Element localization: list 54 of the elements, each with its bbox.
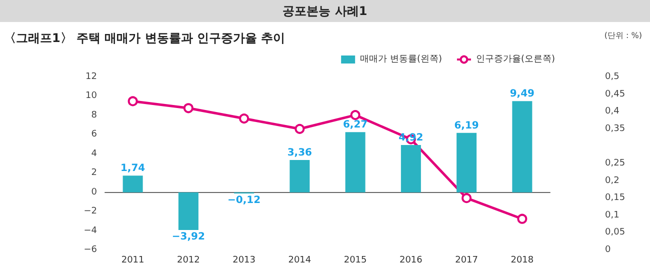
y-tick-label: 6	[91, 130, 98, 140]
x-tick-label: 2016	[399, 256, 423, 265]
y2-tick-label: 0,35	[605, 124, 626, 134]
y-tick-label: −2	[84, 206, 97, 217]
bar	[178, 192, 198, 230]
legend-label: 매매가 변동률(왼쪽)	[360, 54, 442, 64]
bar	[122, 176, 143, 192]
y-tick-label: −6	[84, 245, 98, 255]
x-tick-label: 2013	[232, 256, 256, 265]
point	[350, 110, 360, 120]
point	[183, 103, 194, 114]
data-label: 9,49	[510, 88, 535, 100]
y2-tick-label: 0,25	[605, 158, 626, 168]
text: (단위 : %)	[604, 30, 642, 41]
data-label: 6,27	[342, 120, 368, 131]
x-tick-label: 2017	[455, 256, 478, 265]
y-tick-label: 0	[91, 187, 98, 198]
x-tick-label: 2018	[510, 256, 534, 265]
data-label: 6,19	[454, 120, 479, 132]
point	[294, 124, 305, 134]
y-tick-label: 4	[91, 148, 98, 159]
y2-tick-label: 0,1	[605, 210, 620, 220]
legend-label: 인구증가율(오른쪽)	[476, 54, 556, 64]
bar	[290, 160, 310, 192]
data-label: 3,36	[287, 148, 312, 159]
y2-tick-label: 0,4	[605, 106, 620, 117]
point	[128, 96, 138, 106]
data-label: 1,74	[120, 163, 146, 174]
y-tick-label: 2	[91, 168, 97, 178]
data-label: −3,92	[172, 232, 205, 243]
y-tick-label: 12	[86, 72, 97, 82]
chart-subtitle: 〈그래프1〉 주택 매매가 변동률과 인구증가율 추이	[4, 30, 286, 47]
y-tick-label: 10	[86, 91, 98, 102]
bar	[400, 145, 421, 192]
bar	[456, 132, 477, 192]
chart-title: 공포본능 사례1	[0, 0, 650, 22]
y2-tick-label: 0,2	[605, 176, 620, 186]
point	[462, 193, 472, 204]
y2-tick-label: 0,5	[605, 72, 620, 82]
y-tick-label: −4	[84, 226, 98, 236]
y-tick-label: 8	[91, 110, 98, 120]
data-label: −0,12	[228, 194, 261, 206]
y2-tick-label: 0,45	[605, 89, 626, 100]
y2-tick-label: 0,15	[605, 193, 626, 204]
point	[517, 214, 528, 224]
point	[239, 114, 250, 124]
y2-tick-label: 0,05	[605, 228, 626, 238]
y2-tick-label: 0	[605, 245, 611, 255]
bar	[345, 132, 366, 192]
bar	[512, 101, 532, 192]
x-tick-label: 2011	[121, 256, 144, 265]
x-tick-label: 2014	[288, 256, 312, 265]
x-tick-label: 2012	[176, 256, 200, 265]
x-tick-label: 2015	[344, 256, 367, 265]
